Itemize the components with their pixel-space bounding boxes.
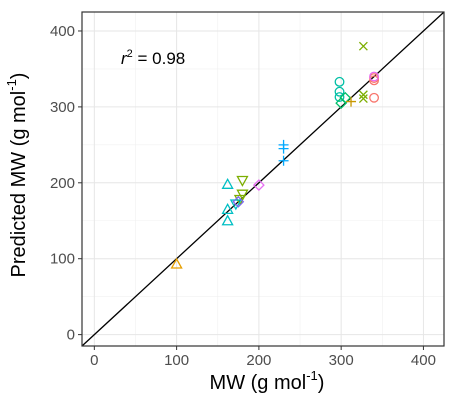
data-point-plus bbox=[346, 96, 357, 107]
x-axis-title-sup: -1 bbox=[306, 368, 318, 383]
x-tick-label: 200 bbox=[246, 352, 271, 369]
y-axis-title-end: ) bbox=[8, 73, 30, 80]
x-tick-label: 400 bbox=[411, 352, 436, 369]
x-tick-label: 0 bbox=[90, 352, 98, 369]
data-point-circle bbox=[334, 92, 345, 102]
y-axis-title: Predicted MW (g mol-1) bbox=[4, 73, 30, 278]
r-squared-value: = 0.98 bbox=[133, 49, 185, 68]
y-tick-label: 0 bbox=[67, 327, 75, 344]
data-point-cross bbox=[358, 90, 368, 100]
x-axis: 0 100 200 300 400 bbox=[90, 346, 436, 369]
y-tick-label: 300 bbox=[50, 99, 75, 116]
data-point-diamond bbox=[252, 179, 265, 191]
x-axis-title-end: ) bbox=[318, 372, 325, 394]
r-symbol: r bbox=[121, 49, 128, 68]
identity-line bbox=[81, 11, 445, 347]
y-axis: 0 100 200 300 400 bbox=[50, 23, 82, 344]
data-point-cross bbox=[358, 41, 368, 51]
data-point-triangle-up bbox=[221, 177, 234, 189]
data-point-triangle-up bbox=[221, 203, 234, 215]
data-point-triangle-down bbox=[236, 189, 249, 201]
plot-panel-border bbox=[81, 11, 445, 347]
y-axis-title-main: Predicted MW (g mol bbox=[8, 91, 30, 278]
data-point-circle bbox=[334, 86, 345, 97]
y-tick-label: 200 bbox=[50, 175, 75, 192]
data-point-triangle-down bbox=[236, 175, 249, 187]
data-point-triangle-up bbox=[221, 214, 234, 226]
x-axis-title-main: MW (g mol bbox=[210, 372, 307, 394]
r-squared-annotation: r2 = 0.98 bbox=[121, 48, 185, 68]
data-point-circle bbox=[369, 71, 380, 82]
r-superscript: 2 bbox=[127, 48, 133, 60]
y-axis-title-sup: -1 bbox=[4, 79, 19, 91]
data-point-diamond bbox=[232, 195, 245, 208]
data-point-plus bbox=[278, 143, 289, 154]
y-tick-label: 400 bbox=[50, 23, 75, 40]
data-point-diamond bbox=[339, 91, 352, 104]
x-tick-label: 300 bbox=[329, 352, 354, 369]
x-tick-label: 100 bbox=[164, 352, 189, 369]
y-tick-label: 100 bbox=[50, 251, 75, 268]
data-point-circle bbox=[334, 76, 345, 87]
data-points bbox=[170, 41, 380, 269]
x-axis-title: MW (g mol-1) bbox=[210, 368, 325, 394]
grid bbox=[82, 12, 444, 346]
data-point-triangle-up bbox=[170, 257, 183, 269]
data-point-circle bbox=[369, 92, 380, 103]
data-point-plus bbox=[278, 155, 289, 166]
data-point-cross bbox=[358, 94, 368, 103]
data-point-circle bbox=[369, 75, 380, 86]
